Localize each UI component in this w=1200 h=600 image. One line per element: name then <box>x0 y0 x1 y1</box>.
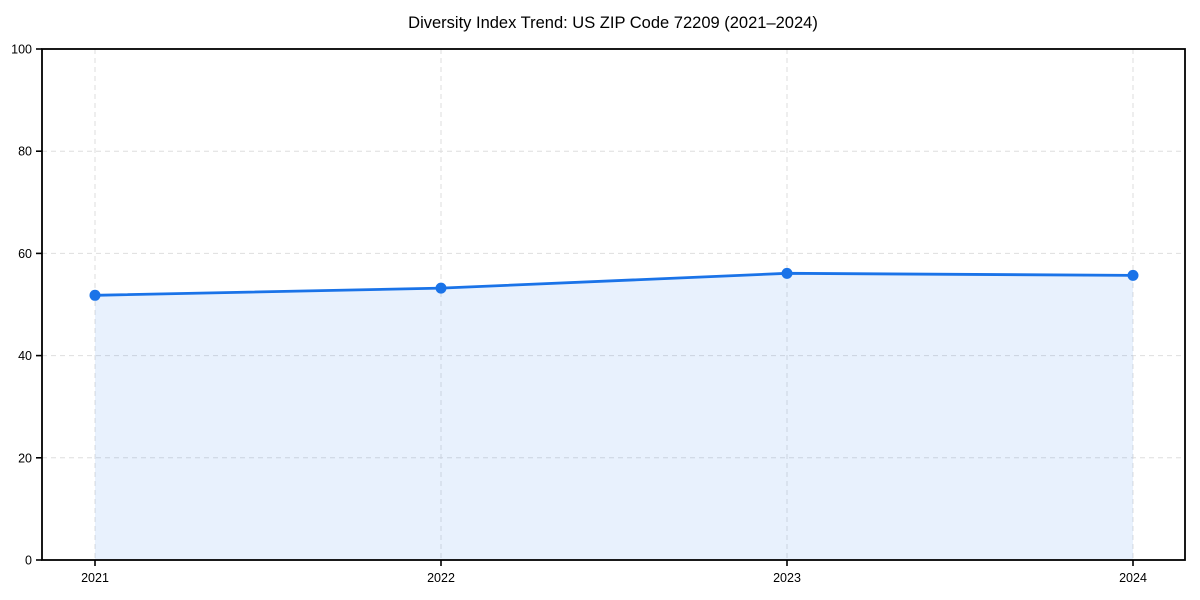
x-tick-label: 2021 <box>81 571 109 585</box>
x-tick-label: 2023 <box>773 571 801 585</box>
y-tick-label: 80 <box>18 145 32 159</box>
y-tick-label: 100 <box>11 43 32 57</box>
data-point-2024 <box>1127 269 1139 281</box>
y-tick-label: 40 <box>18 349 32 363</box>
data-point-2022 <box>435 282 447 294</box>
y-tick-label: 0 <box>25 554 32 568</box>
x-tick-label: 2022 <box>427 571 455 585</box>
area-fill <box>95 273 1133 560</box>
data-point-2021 <box>89 289 101 301</box>
y-tick-label: 20 <box>18 451 32 465</box>
chart-title: Diversity Index Trend: US ZIP Code 72209… <box>408 14 818 32</box>
y-tick-label: 60 <box>18 247 32 261</box>
plot-spines <box>41 48 1186 561</box>
data-point-2023 <box>781 267 793 279</box>
x-tick-label: 2024 <box>1119 571 1147 585</box>
trend-line <box>93 271 1135 297</box>
